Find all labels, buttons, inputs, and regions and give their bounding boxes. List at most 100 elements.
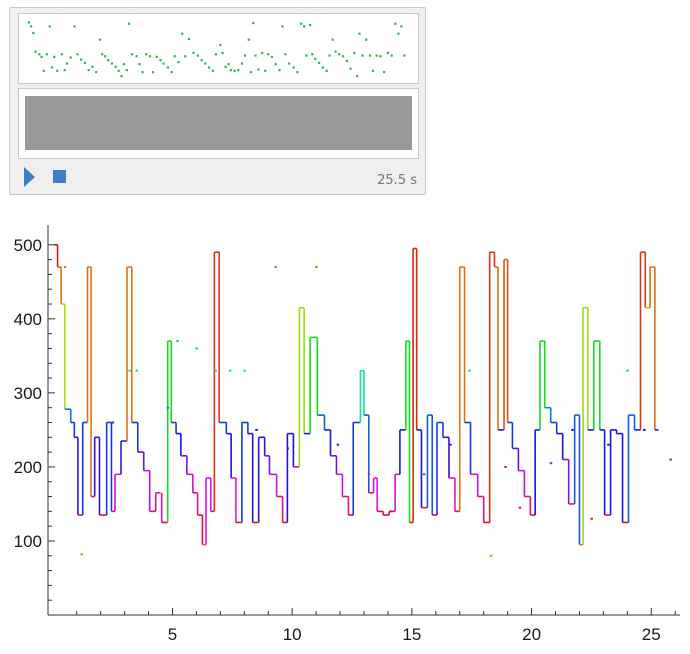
note-dot xyxy=(27,21,30,24)
note-dot xyxy=(196,54,200,57)
pitch-point xyxy=(80,553,84,556)
note-dot xyxy=(73,25,76,28)
pitch-point xyxy=(176,340,179,343)
note-dot xyxy=(317,61,321,64)
note-dot xyxy=(311,53,314,56)
stop-square-icon[interactable] xyxy=(53,170,66,183)
note-dot xyxy=(403,54,406,57)
note-dot xyxy=(125,69,128,72)
note-dot xyxy=(76,53,79,56)
note-dot xyxy=(383,71,386,74)
note-dots xyxy=(27,21,406,78)
note-dot xyxy=(400,25,403,28)
note-dot xyxy=(240,62,244,65)
pitch-point xyxy=(274,266,277,269)
note-dot xyxy=(267,53,270,56)
note-dot xyxy=(56,69,59,72)
note-dot xyxy=(148,55,152,58)
note-dot xyxy=(325,69,328,72)
pitch-point xyxy=(389,510,392,513)
x-tick-label: 25 xyxy=(642,625,661,644)
note-dot xyxy=(252,21,255,25)
note-dot xyxy=(356,75,359,78)
note-dot xyxy=(95,71,98,74)
note-dot xyxy=(247,38,250,41)
note-dot xyxy=(135,55,138,58)
pitch-point xyxy=(643,428,646,431)
note-sequence-preview[interactable] xyxy=(18,13,419,84)
note-dot xyxy=(249,71,253,74)
pitch-point xyxy=(228,369,232,372)
note-dot xyxy=(80,58,83,61)
note-dot xyxy=(261,51,264,55)
note-dot xyxy=(50,66,54,69)
note-dot xyxy=(63,69,66,72)
waveform-preview[interactable] xyxy=(18,88,419,159)
note-dot xyxy=(32,31,35,35)
pitch-point xyxy=(243,369,246,372)
note-dot xyxy=(101,53,104,56)
note-dot xyxy=(45,53,48,56)
note-dot xyxy=(219,43,222,47)
note-dot xyxy=(379,55,382,58)
note-dot xyxy=(155,55,158,58)
note-dot xyxy=(321,66,324,69)
note-dot xyxy=(117,69,120,72)
note-dot xyxy=(204,62,207,65)
note-dot xyxy=(208,66,211,69)
pitch-point xyxy=(195,347,198,350)
note-dot xyxy=(214,53,217,56)
note-dot xyxy=(87,69,90,72)
note-dot xyxy=(365,38,368,41)
note-dot xyxy=(390,54,393,57)
note-dot xyxy=(292,66,295,69)
note-dot xyxy=(349,67,352,70)
note-dot xyxy=(334,50,337,53)
note-dot xyxy=(309,23,312,27)
pitch-point xyxy=(315,266,318,269)
pitch-plot: 5 10 15 20 25 100 200 300 400 500 xyxy=(14,225,680,644)
pitch-point xyxy=(367,473,371,476)
note-dot xyxy=(170,71,173,74)
pitch-point xyxy=(63,266,67,269)
y-tick-label: 500 xyxy=(14,236,42,255)
note-dot xyxy=(371,69,375,72)
waveform-fill xyxy=(25,96,412,150)
note-dot xyxy=(233,69,236,72)
note-dot xyxy=(305,54,308,57)
note-dot xyxy=(187,37,191,41)
note-dot xyxy=(358,32,361,35)
pitch-point xyxy=(449,443,452,446)
pitch-point xyxy=(468,369,471,372)
x-tick-label: 5 xyxy=(168,625,177,644)
x-tick-label: 10 xyxy=(283,625,302,644)
note-dot xyxy=(270,55,274,58)
note-dot xyxy=(394,22,397,25)
note-dot xyxy=(120,75,123,78)
note-dot xyxy=(122,63,125,66)
duration-label: 25.5 s xyxy=(377,173,417,188)
note-dot xyxy=(69,56,72,59)
note-dot xyxy=(98,38,102,41)
play-triangle-icon[interactable] xyxy=(24,167,35,187)
pitch-point xyxy=(504,465,507,468)
note-dot xyxy=(331,38,334,41)
note-dot xyxy=(284,53,287,56)
note-dot xyxy=(83,61,87,64)
note-dot xyxy=(254,54,257,57)
note-dot xyxy=(60,53,63,56)
pitch-point xyxy=(422,473,426,476)
playback-controls: 25.5 s xyxy=(18,162,417,192)
note-dot xyxy=(288,62,291,65)
note-dot xyxy=(300,22,303,25)
note-dot xyxy=(386,51,390,55)
pitch-point xyxy=(571,428,574,431)
note-dot xyxy=(278,69,281,72)
y-tick-label: 400 xyxy=(14,310,42,329)
note-dot xyxy=(345,59,348,62)
pitch-point xyxy=(286,447,289,450)
pitch-point xyxy=(549,462,553,465)
pitch-point xyxy=(166,406,170,409)
note-dot xyxy=(38,53,41,56)
note-dot xyxy=(145,53,148,56)
